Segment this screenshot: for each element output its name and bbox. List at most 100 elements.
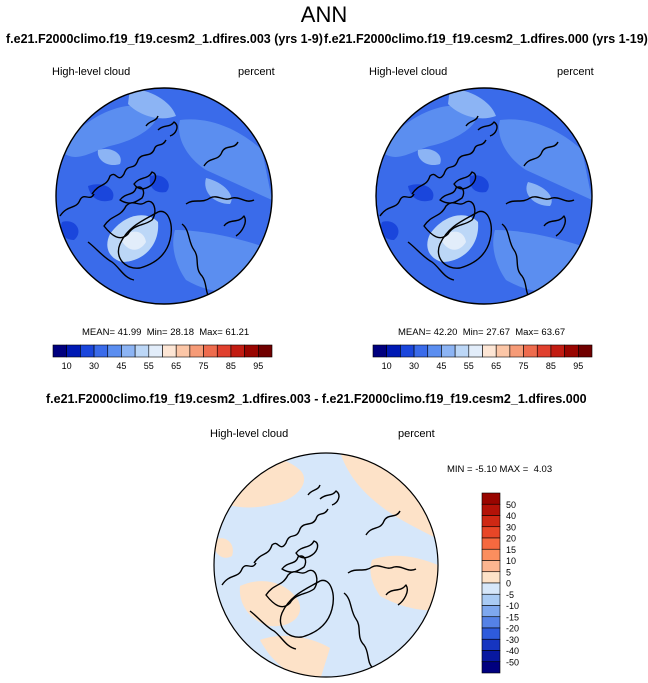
panel2-colorbar-swatch: [550, 344, 565, 358]
caption-difference: f.e21.F2000climo.f19_f19.cesm2_1.dfires.…: [46, 392, 587, 406]
panel3-colorbar-swatch: [481, 548, 501, 561]
panel1-colorbar-tick-label: 10: [62, 361, 72, 371]
panel3-stats: MIN = -5.10 MAX = 4.03: [447, 464, 553, 475]
panel3-units-label: percent: [398, 428, 435, 440]
panel3-colorbar-swatch: [481, 638, 501, 651]
panel1-colorbar-swatch: [93, 344, 109, 358]
panel1-colorbar-swatch: [189, 344, 204, 358]
panel3-colorbar-tick-label: -5: [506, 590, 514, 600]
panel3-map: [213, 452, 439, 678]
panel3-colorbar-swatch: [481, 661, 501, 674]
panel2-colorbar-swatch: [427, 344, 442, 358]
panel3-colorbar-swatch: [481, 560, 501, 573]
panel2-colorbar-swatch: [564, 344, 579, 358]
panel3-colorbar-swatch: [481, 582, 501, 595]
panel3-colorbar-tick-label: 20: [506, 534, 516, 544]
panel2-colorbar-tick-label: 95: [573, 361, 583, 371]
panel1-colorbar-swatch: [175, 344, 191, 358]
panel1-max: 61.21: [225, 327, 250, 338]
panel2-colorbar-swatch: [372, 344, 387, 358]
panel2-stats: MEAN= 42.20 Min= 27.67 Max= 63.67: [398, 327, 566, 338]
panel2-colorbar-swatch: [413, 344, 429, 358]
panel1-colorbar-swatch: [148, 344, 163, 358]
panel3-colorbar-tick-label: -40: [506, 646, 519, 656]
panel1-colorbar-swatch: [80, 344, 95, 358]
panel1-colorbar-swatch: [230, 344, 245, 358]
panel3-colorbar-swatch: [481, 526, 501, 539]
panel1-colorbar-swatch: [216, 344, 232, 358]
panel2-mean: 42.20: [433, 327, 458, 338]
panel1-colorbar-tick-label: 65: [171, 361, 181, 371]
panel1-colorbar: 10 30 45 55 65 75 85 95: [52, 344, 273, 371]
panel2-colorbar-tick-label: 75: [519, 361, 529, 371]
panel3-colorbar-swatch: [481, 537, 501, 550]
caption-case-003: f.e21.F2000climo.f19_f19.cesm2_1.dfires.…: [6, 32, 323, 46]
panel1-colorbar-tick-label: 85: [226, 361, 236, 371]
panel1-colorbar-swatch: [121, 344, 136, 358]
panel2-colorbar-swatch: [509, 344, 524, 358]
panel2-colorbar-swatch: [578, 344, 593, 358]
panel3-colorbar-swatch: [481, 650, 501, 663]
panel2-colorbar-swatch: [482, 344, 497, 358]
panel3-colorbar-tick-label: 10: [506, 556, 516, 566]
panel3-colorbar-swatch: [481, 515, 501, 528]
panel2-colorbar-tick-label: 65: [491, 361, 501, 371]
panel2-colorbar-tick-label: 45: [436, 361, 446, 371]
panel1-colorbar-swatch: [66, 344, 81, 358]
panel3-colorbar-tick-label: 5: [506, 567, 511, 577]
panel3-colorbar-tick-label: 0: [506, 579, 511, 589]
panel1-colorbar-swatch: [107, 344, 122, 358]
panel3-variable-label: High-level cloud: [210, 428, 289, 440]
panel2-colorbar: 10 30 45 55 65 75 85 95: [372, 344, 593, 371]
panel1-mean: 41.99: [117, 327, 142, 338]
panel2-colorbar-tick-label: 30: [409, 361, 419, 371]
panel1-map: [55, 87, 273, 305]
panel2-colorbar-swatch: [400, 344, 415, 358]
panel3-colorbar-swatch: [481, 605, 501, 618]
panel2-colorbar-tick-label: 85: [546, 361, 556, 371]
panel1-colorbar-tick-label: 45: [116, 361, 126, 371]
panel1-colorbar-swatch: [258, 344, 273, 358]
panel1-colorbar-swatch: [134, 344, 150, 358]
panel3-colorbar-tick-label: -30: [506, 635, 519, 645]
caption-case-000: f.e21.F2000climo.f19_f19.cesm2_1.dfires.…: [324, 32, 648, 46]
panel2-min: 27.67: [486, 327, 510, 338]
panel3-colorbar-tick-label: 15: [506, 545, 516, 555]
panel3-colorbar-tick-label: -15: [506, 612, 519, 622]
panel3-colorbar-tick-label: -20: [506, 624, 519, 634]
panel1-stats: MEAN= 41.99 Min= 28.18 Max= 61.21: [82, 327, 250, 338]
panel1-colorbar-tick-label: 95: [253, 361, 263, 371]
panel3-colorbar-swatch: [481, 503, 501, 516]
panel2-colorbar-swatch: [386, 344, 401, 358]
panel1-colorbar-swatch: [244, 344, 259, 358]
panel3-colorbar-tick-label: 40: [506, 511, 516, 521]
panel2-colorbar-swatch: [441, 344, 456, 358]
panel2-colorbar-swatch: [495, 344, 511, 358]
panel3-colorbar-swatch: [481, 627, 501, 640]
panel1-min: 28.18: [170, 327, 194, 338]
panel3-colorbar-swatch: [481, 616, 501, 629]
panel3-colorbar-tick-label: -50: [506, 657, 519, 667]
panel2-colorbar-swatch: [536, 344, 552, 358]
panel1-colorbar-swatch: [162, 344, 177, 358]
panel3-colorbar-swatch: [481, 593, 501, 606]
panel2-units-label: percent: [557, 66, 594, 78]
panel1-colorbar-swatch: [52, 344, 67, 358]
panel1-colorbar-swatch: [203, 344, 218, 358]
figure-title: ANN: [300, 2, 348, 27]
panel3-min: -5.10: [475, 464, 497, 475]
panel3-colorbar-swatch: [481, 492, 501, 505]
panel3-max: 4.03: [533, 464, 553, 475]
panel3-colorbar-tick-label: 50: [506, 500, 516, 510]
panel3-colorbar-swatch: [481, 571, 501, 584]
panel2-colorbar-tick-label: 10: [382, 361, 392, 371]
panel3-colorbar-tick-label: 30: [506, 522, 516, 532]
panel1-colorbar-tick-label: 75: [199, 361, 209, 371]
panel1-variable-label: High-level cloud: [52, 66, 131, 78]
panel3-colorbar-tick-label: -10: [506, 601, 519, 611]
panel2-map: [375, 87, 593, 305]
panel1-units-label: percent: [238, 66, 275, 78]
panel1-colorbar-tick-label: 30: [89, 361, 99, 371]
